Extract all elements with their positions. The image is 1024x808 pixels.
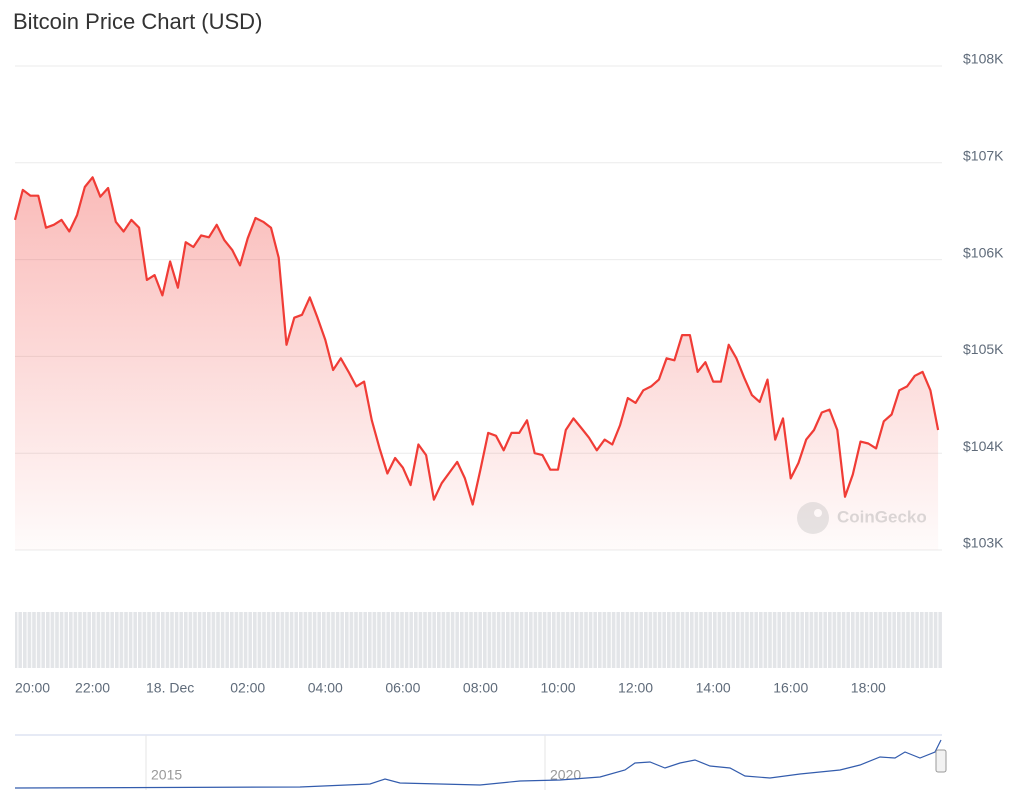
x-tick-label: 06:00 — [385, 680, 420, 696]
chart-title: Bitcoin Price Chart (USD) — [13, 9, 262, 34]
x-tick-label: 08:00 — [463, 680, 498, 696]
volume-band — [15, 612, 942, 668]
y-tick-label: $106K — [963, 244, 1004, 260]
y-tick-label: $105K — [963, 341, 1004, 357]
navigator-label: 2015 — [151, 767, 182, 783]
price-area — [15, 177, 939, 551]
y-tick-label: $104K — [963, 438, 1004, 454]
watermark-eye — [814, 509, 822, 517]
x-tick-label: 18:00 — [851, 680, 886, 696]
x-tick-label: 10:00 — [540, 680, 575, 696]
x-tick-label: 12:00 — [618, 680, 653, 696]
x-tick-label: 02:00 — [230, 680, 265, 696]
y-tick-label: $103K — [963, 535, 1004, 551]
x-tick-label: 22:00 — [75, 680, 110, 696]
plot — [13, 176, 940, 551]
navigator-handle[interactable] — [935, 749, 947, 773]
x-axis: 20:00 22:00 18. Dec 02:00 04:00 06:00 08:00 10:… — [15, 680, 886, 696]
watermark-logo — [797, 502, 829, 534]
price-line — [13, 176, 940, 506]
y-tick-label: $108K — [963, 51, 1004, 67]
x-tick-label: 18. Dec — [146, 680, 194, 696]
x-tick-label: 20:00 — [15, 680, 50, 696]
watermark-text: CoinGecko — [837, 507, 927, 526]
navigator-line — [14, 739, 942, 789]
x-tick-label: 04:00 — [308, 680, 343, 696]
x-tick-label: 16:00 — [773, 680, 808, 696]
y-tick-label: $107K — [963, 148, 1004, 164]
watermark: CoinGecko — [797, 502, 927, 534]
x-tick-label: 14:00 — [696, 680, 731, 696]
navigator: 2015 2020 — [14, 734, 947, 790]
